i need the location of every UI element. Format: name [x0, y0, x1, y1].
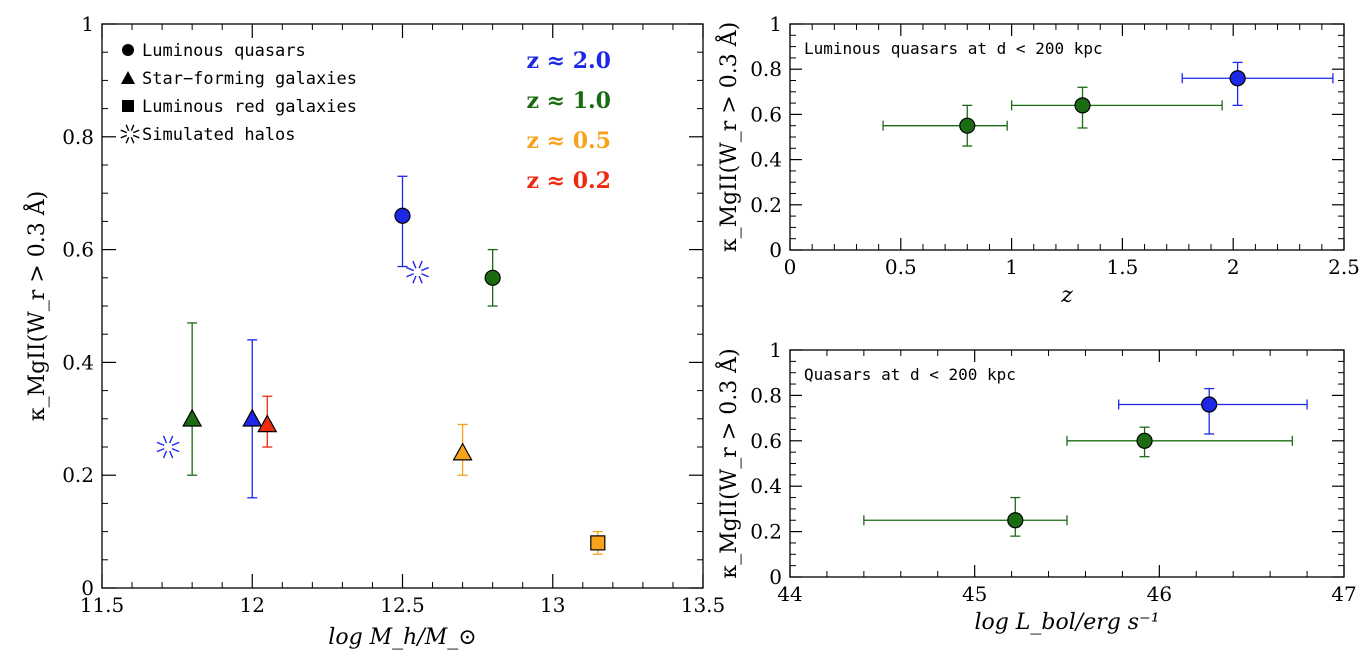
legend-circle-icon — [122, 44, 134, 56]
x-tick-label: 13 — [540, 593, 565, 617]
star-ray — [132, 129, 140, 134]
data-point-circle — [1136, 432, 1153, 449]
y-axis-label: κ_MgII(W_r > 0.3 Å) — [22, 191, 50, 421]
y-tick-label: 0.2 — [62, 463, 94, 487]
star-ray — [171, 447, 180, 453]
star-ray — [125, 124, 130, 132]
data-point-triangle — [257, 414, 278, 433]
data-point-circle — [1007, 512, 1024, 529]
x-tick-label: 0 — [784, 255, 797, 279]
panel-redshift: 0 0.5 1 1.5 2 2.5 0 0.2 0.4 0.6 0.8 1 z κ_MgII(W_r > … — [714, 12, 1360, 308]
data-point-star — [406, 260, 429, 284]
star-ray — [120, 129, 128, 134]
star-ray — [418, 275, 423, 284]
data-point-circle — [1201, 396, 1218, 413]
legend-label: Luminous red galaxies — [142, 97, 357, 117]
x-tick-label: 45 — [962, 582, 987, 606]
x-tick-label: 12.5 — [380, 593, 425, 617]
data-point-triangle — [242, 408, 263, 427]
data-point-circle — [1229, 70, 1246, 87]
star-ray — [412, 260, 417, 269]
x-tick-label: 1 — [1005, 255, 1018, 279]
star-ray — [162, 450, 168, 459]
star-ray — [169, 435, 174, 444]
x-tick-label: 46 — [1147, 582, 1172, 606]
y-tick-label: 0.6 — [750, 429, 782, 453]
legend-label: Star−forming galaxies — [142, 69, 357, 89]
y-tick-label: 1 — [81, 12, 94, 36]
y-tick-label: 0 — [769, 565, 782, 589]
redshift-label: z ≈ 1.0 — [526, 88, 611, 114]
star-ray — [421, 273, 429, 278]
y-tick-label: 0 — [769, 238, 782, 262]
y-tick-label: 0.2 — [750, 193, 782, 217]
y-tick-label: 0.6 — [750, 102, 782, 126]
legend-label: Simulated halos — [142, 125, 296, 145]
star-ray — [132, 134, 140, 139]
x-tick-label: 11.5 — [80, 593, 125, 617]
star-ray — [130, 136, 135, 144]
y-tick-label: 1 — [769, 12, 782, 36]
data-point-circle — [959, 117, 976, 134]
star-ray — [162, 435, 168, 444]
y-axis-label: κ_MgII(W_r > 0.3 Å) — [714, 348, 742, 578]
star-ray — [406, 266, 414, 272]
panel-luminosity: 44 45 46 47 0 0.2 0.4 0.6 0.8 1 log L_bol/erg s⁻¹ κ… — [714, 338, 1357, 635]
star-ray — [120, 134, 128, 139]
star-ray — [130, 124, 135, 132]
panel-mass-halo: 11.5 12 12.5 13 13.5 0 0.2 0.4 0.6 0.8 1 log M_h/M_… — [22, 12, 725, 650]
y-tick-label: 1 — [769, 338, 782, 362]
star-ray — [406, 273, 414, 278]
y-tick-label: 0.8 — [750, 383, 782, 407]
data-point-triangle — [182, 408, 203, 427]
plot-frame — [789, 349, 1345, 578]
y-tick-label: 0.4 — [750, 148, 782, 172]
x-axis-label: log M_h/M_⊙ — [328, 625, 476, 650]
y-tick-label: 0.8 — [750, 57, 782, 81]
y-tick-label: 0.6 — [62, 238, 94, 262]
star-ray — [156, 441, 165, 447]
star-ray — [412, 275, 417, 284]
star-ray — [171, 441, 180, 447]
data-point-circle — [1074, 97, 1091, 114]
y-tick-label: 0.8 — [62, 125, 94, 149]
x-tick-label: 44 — [777, 582, 802, 606]
data-point-circle — [484, 269, 501, 286]
x-axis-label: z — [1060, 283, 1073, 308]
data-point-circle — [394, 207, 411, 224]
x-tick-label: 47 — [1331, 582, 1356, 606]
redshift-label: z ≈ 0.2 — [526, 168, 611, 194]
x-axis-label: log L_bol/erg s⁻¹ — [974, 610, 1159, 635]
data-point-triangle — [452, 442, 473, 461]
y-axis-label: κ_MgII(W_r > 0.3 Å) — [714, 22, 742, 252]
y-tick-label: 0.4 — [62, 350, 94, 374]
x-tick-label: 2 — [1227, 255, 1240, 279]
x-tick-label: 0.5 — [885, 255, 917, 279]
x-tick-label: 12 — [240, 593, 265, 617]
legend-label: Luminous quasars — [142, 41, 306, 61]
panel-annotation: Quasars at d < 200 kpc — [804, 365, 1016, 384]
redshift-label: z ≈ 2.0 — [526, 48, 611, 74]
panel-annotation: Luminous quasars at d < 200 kpc — [804, 39, 1103, 58]
x-tick-label: 13.5 — [681, 593, 726, 617]
x-tick-label: 1.5 — [1106, 255, 1138, 279]
legend-star-icon — [120, 124, 140, 144]
legend-square-icon — [122, 100, 134, 112]
star-ray — [421, 266, 429, 272]
star-ray — [125, 136, 130, 144]
data-point-square — [590, 535, 606, 551]
y-tick-label: 0.4 — [750, 474, 782, 498]
y-tick-label: 0 — [81, 576, 94, 600]
star-ray — [418, 260, 423, 269]
data-point-star — [156, 435, 180, 459]
y-tick-label: 0.2 — [750, 520, 782, 544]
legend-triangle-icon — [121, 71, 135, 84]
redshift-label: z ≈ 0.5 — [526, 128, 611, 154]
star-ray — [156, 447, 165, 453]
x-tick-label: 2.5 — [1328, 255, 1360, 279]
star-ray — [169, 450, 174, 459]
